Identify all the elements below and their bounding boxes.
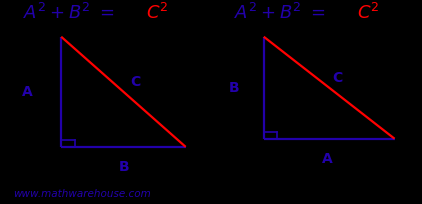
Text: $A^2 + B^2\ =$: $A^2 + B^2\ =$ — [23, 3, 115, 23]
Text: A: A — [22, 85, 33, 99]
Text: $C^2$: $C^2$ — [357, 3, 379, 23]
Text: B: B — [119, 160, 130, 174]
Text: B: B — [229, 81, 240, 95]
Text: $A^2 + B^2\ =$: $A^2 + B^2\ =$ — [234, 3, 326, 23]
Text: www.mathwarehouse.com: www.mathwarehouse.com — [13, 189, 150, 199]
Text: A: A — [322, 152, 333, 166]
Text: C: C — [130, 75, 140, 89]
Text: $C^2$: $C^2$ — [146, 3, 168, 23]
Text: C: C — [333, 71, 343, 84]
